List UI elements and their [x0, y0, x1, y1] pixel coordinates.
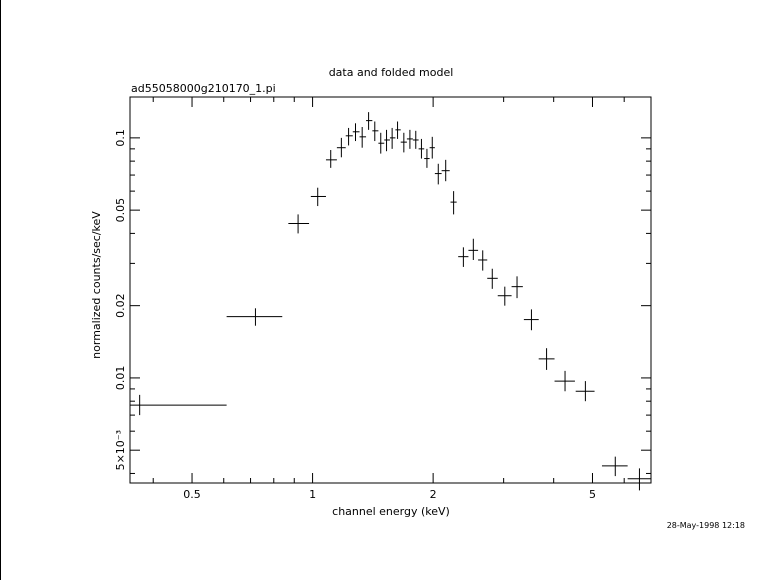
x-tick-label: 0.5: [183, 488, 201, 501]
data-point: [538, 348, 555, 370]
data-point: [523, 309, 539, 331]
data-point: [418, 138, 425, 159]
data-point: [310, 187, 326, 207]
data-point: [288, 214, 310, 234]
x-tick-label: 5: [589, 488, 596, 501]
plot-frame: [129, 96, 652, 484]
y-tick-label: 0.1: [114, 129, 127, 147]
data-point: [130, 394, 227, 416]
data-point: [601, 456, 628, 477]
data-point: [384, 129, 390, 152]
data-point: [345, 127, 353, 146]
chart-title: data and folded model: [329, 66, 454, 79]
data-point: [575, 381, 595, 402]
axes: 0.5 1 2 5 5×10⁻³ 0.01 0.02 0.05 0.1: [114, 96, 652, 501]
data-series: [130, 112, 651, 491]
data-point: [434, 163, 442, 185]
data-point: [450, 191, 457, 215]
data-point: [497, 286, 512, 306]
data-point: [627, 468, 651, 491]
data-point: [336, 137, 346, 158]
x-tick-label: 2: [430, 488, 437, 501]
data-point: [458, 247, 469, 267]
data-point: [378, 132, 385, 154]
data-point: [389, 127, 396, 149]
timestamp: 28-May-1998 12:18: [667, 521, 745, 530]
data-point: [429, 136, 435, 159]
data-point: [424, 148, 430, 168]
data-point: [406, 129, 413, 149]
window-edge: [0, 0, 1, 580]
data-point: [468, 238, 479, 260]
y-tick-label: 0.02: [114, 293, 127, 318]
data-point: [441, 159, 450, 182]
data-point: [412, 130, 419, 149]
y-tick-label: 5×10⁻³: [114, 430, 127, 470]
y-axis-label: normalized counts/sec/keV: [90, 211, 103, 359]
data-point: [352, 123, 360, 142]
data-point: [359, 126, 367, 148]
data-point: [366, 112, 373, 130]
x-axis-label: channel energy (keV): [332, 505, 450, 518]
y-tick-label: 0.01: [114, 366, 127, 391]
data-point: [372, 121, 379, 142]
x-tick-label: 1: [309, 488, 316, 501]
data-point: [395, 121, 401, 139]
data-point: [478, 250, 488, 271]
chart-subtitle: ad55058000g210170_1.pi: [131, 82, 276, 95]
data-point: [226, 308, 283, 326]
y-tick-label: 0.05: [114, 198, 127, 223]
data-point: [554, 370, 575, 392]
data-point: [325, 150, 337, 168]
data-point: [511, 276, 523, 299]
data-point: [487, 268, 498, 289]
data-point: [400, 132, 407, 153]
